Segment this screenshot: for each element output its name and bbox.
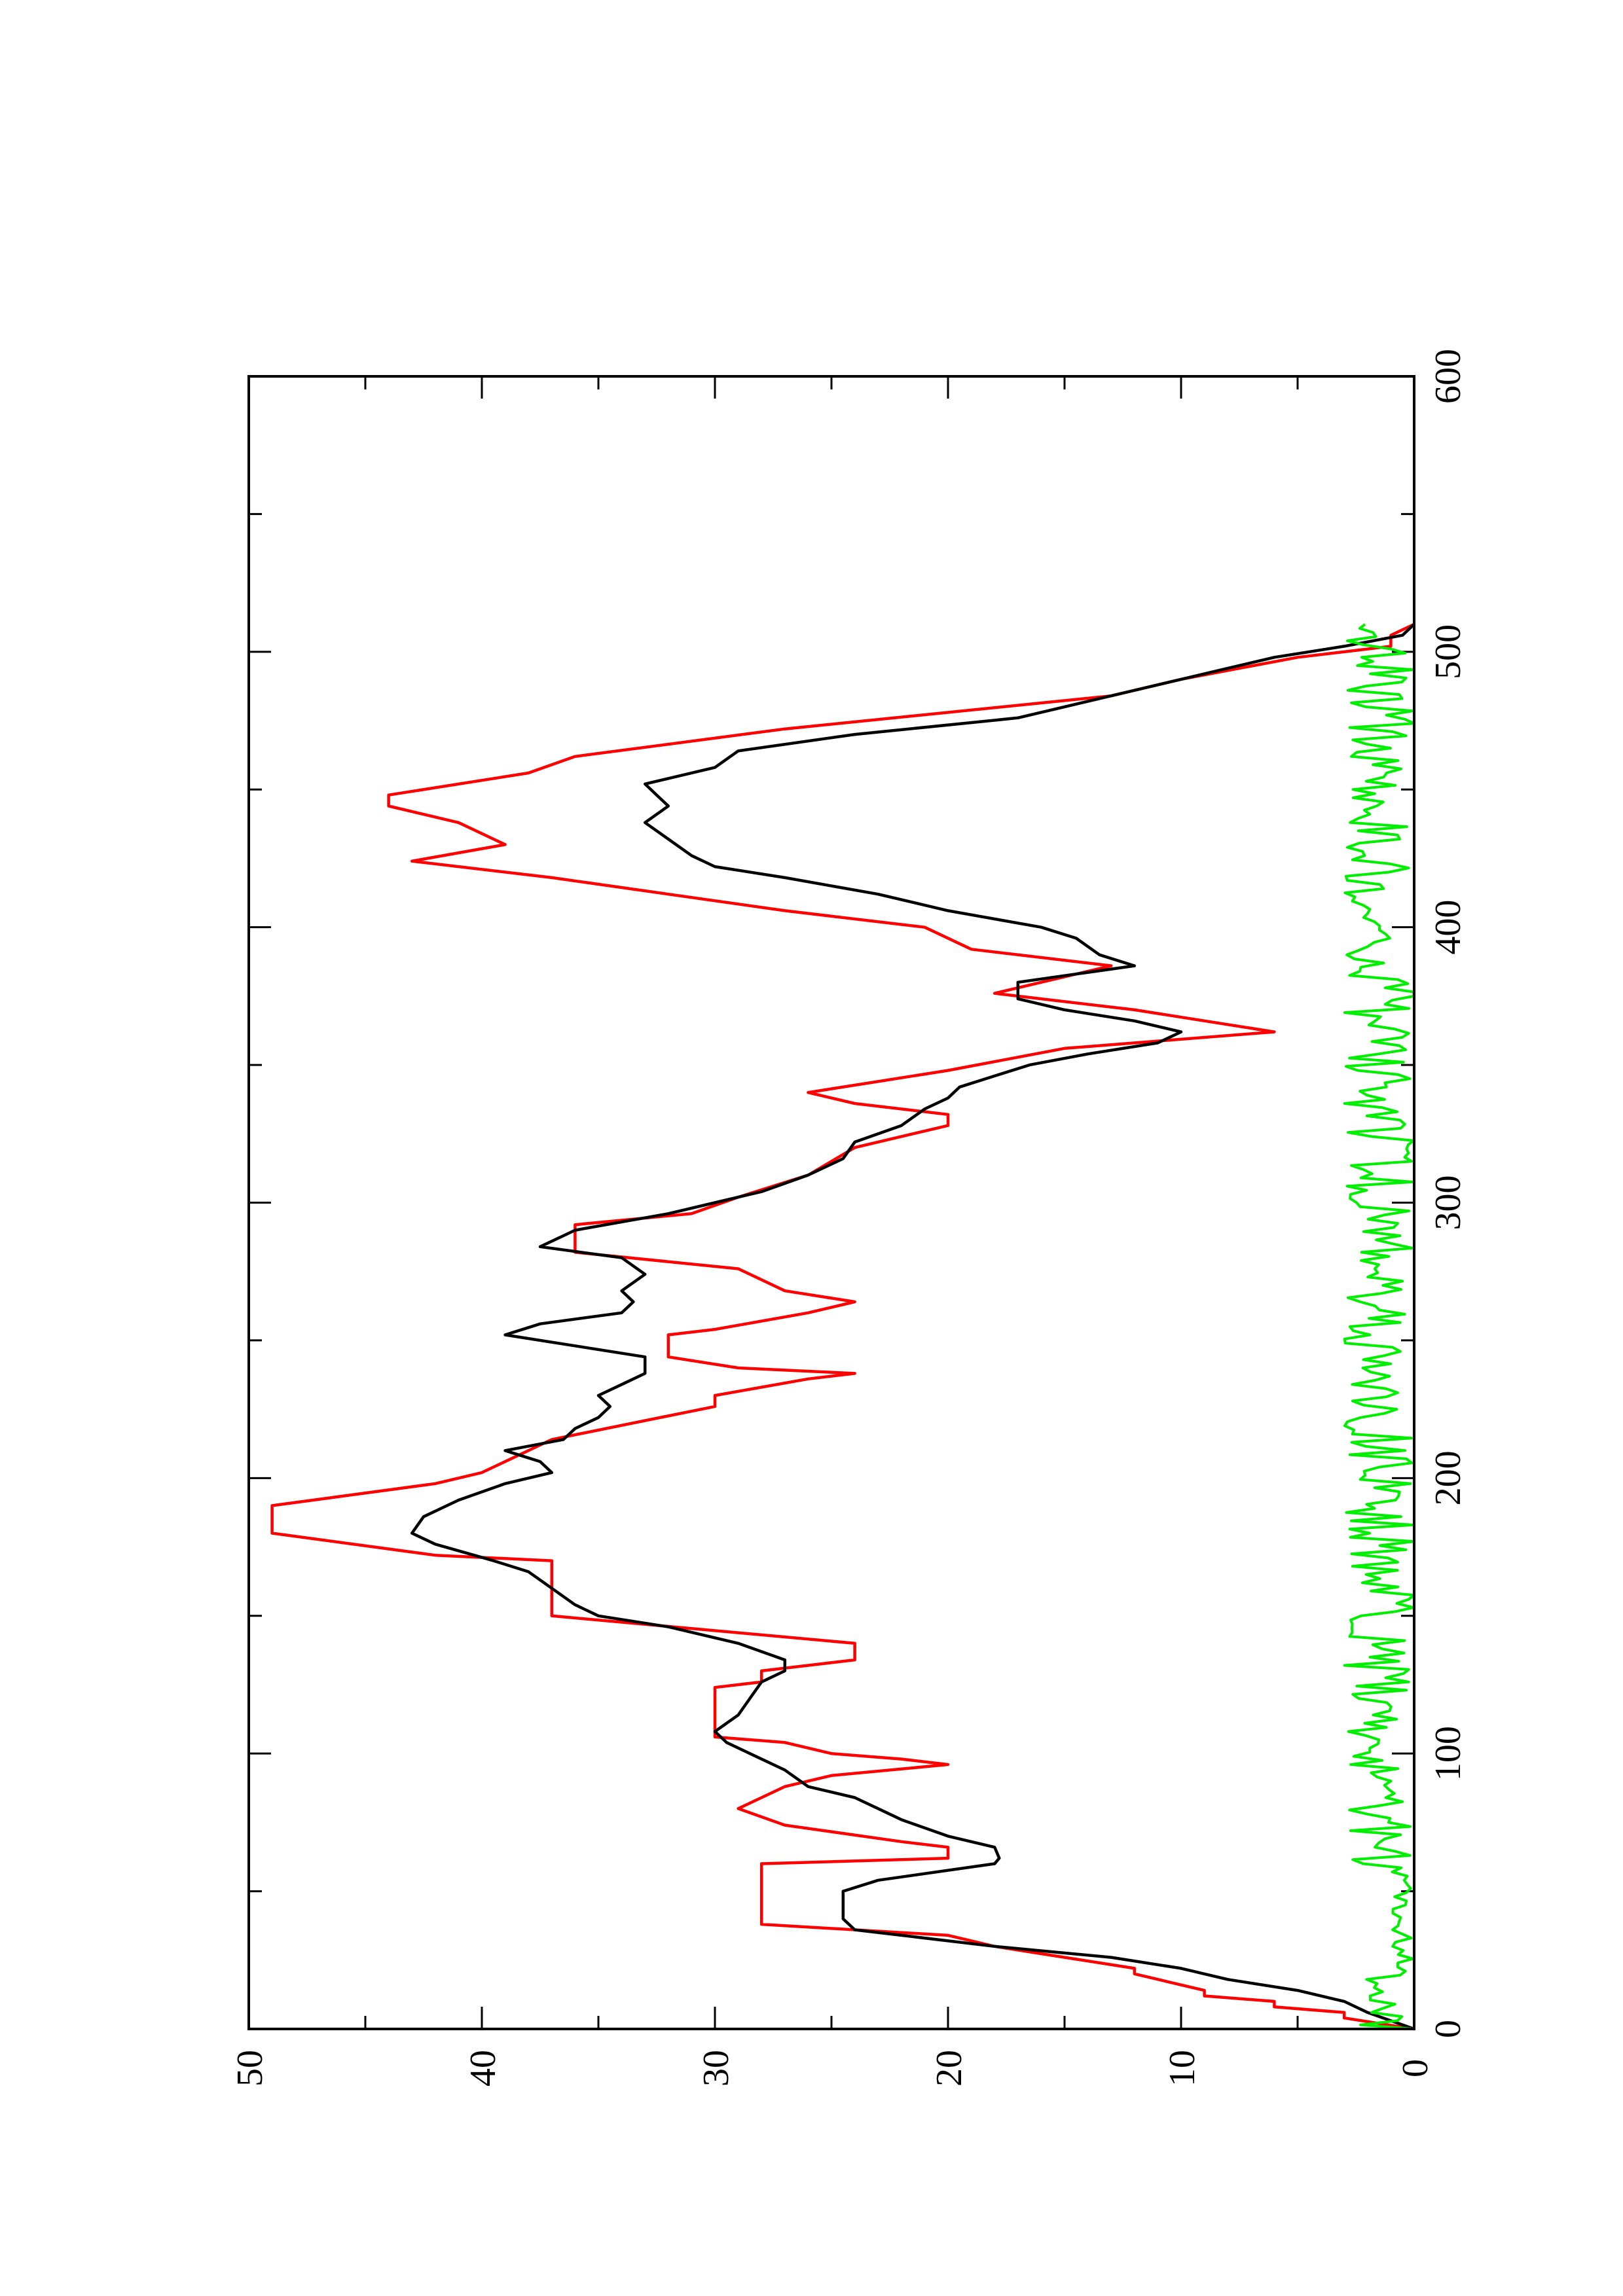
plot-frame: [247, 375, 1415, 2030]
y-tick-label: 30: [696, 2050, 737, 2087]
x-tick-label: 100: [1428, 1726, 1468, 1781]
y-tick-label: 40: [463, 2050, 503, 2087]
y-tick-label: 20: [929, 2050, 970, 2087]
x-tick-label: 0: [1428, 2020, 1468, 2038]
series-0-line: [270, 622, 1415, 2031]
series-2-line: [1343, 623, 1415, 2030]
axis-labels-group: 0 100 200 300 400 500 600 0 10 20 30 40 50: [230, 349, 1468, 2087]
x-tick-label: 200: [1428, 1450, 1468, 1505]
y-tick-label: 50: [230, 2050, 270, 2087]
x-tick-label: 600: [1428, 349, 1468, 404]
axis-ticks-group: [247, 375, 1415, 2030]
x-tick-label: 500: [1428, 624, 1468, 679]
series-1-line: [410, 623, 1415, 2031]
y-tick-label: 10: [1162, 2050, 1203, 2087]
y-tick-label: 0: [1395, 2059, 1436, 2077]
x-tick-label: 300: [1428, 1175, 1468, 1230]
series-layer: [270, 622, 1415, 2031]
x-tick-label: 400: [1428, 900, 1468, 955]
